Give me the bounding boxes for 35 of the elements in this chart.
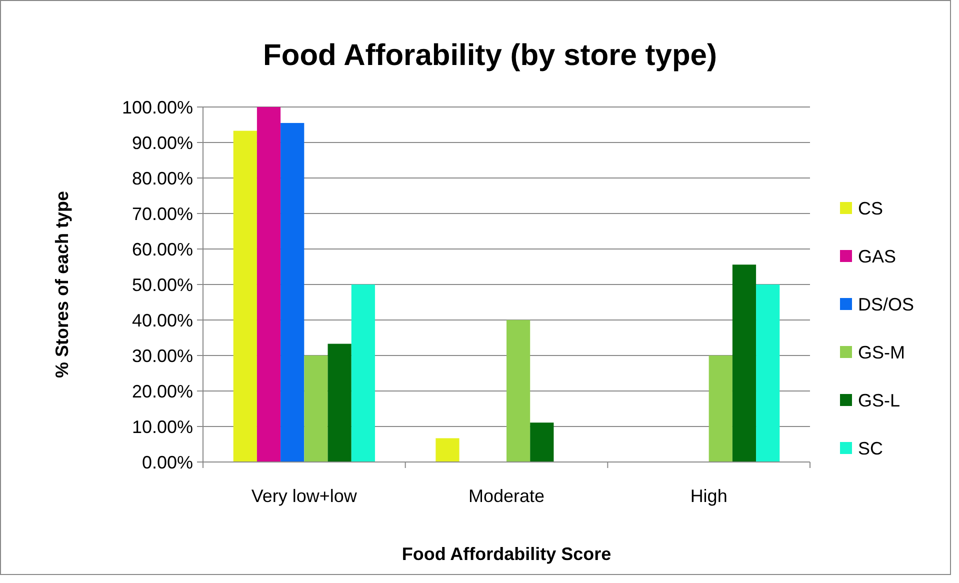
legend-label: GS-M	[858, 342, 905, 362]
bar	[328, 344, 352, 462]
bar	[256, 107, 281, 462]
bar	[732, 264, 756, 462]
y-tick-label: 10.00%	[132, 416, 193, 437]
y-tick-label: 80.00%	[132, 168, 193, 188]
bar	[280, 122, 304, 462]
y-tick-label: 60.00%	[132, 239, 193, 260]
x-tick-label: Very low+low	[251, 486, 358, 506]
bar	[506, 320, 530, 462]
y-tick-label: 90.00%	[132, 132, 193, 153]
legend-label: SC	[858, 438, 884, 458]
x-tick-label: Moderate	[468, 486, 545, 506]
x-tick-label: High	[690, 486, 728, 506]
y-tick-label: 50.00%	[132, 274, 193, 295]
bar	[530, 422, 554, 462]
bar	[233, 130, 257, 462]
legend-label: GS-L	[858, 390, 900, 410]
bar	[304, 356, 328, 462]
legend-label: CS	[858, 198, 884, 218]
y-tick-label: 30.00%	[132, 346, 193, 366]
y-tick-label: 70.00%	[132, 204, 193, 224]
legend-label: GAS	[858, 246, 896, 266]
chart-title: Food Afforability (by store type)	[263, 39, 717, 72]
bar	[708, 356, 732, 462]
bar	[756, 284, 780, 462]
x-axis-title: Food Affordability Score	[402, 544, 612, 564]
bar	[436, 438, 460, 462]
y-axis-title: % Stores of each type	[52, 190, 72, 378]
legend-label: DS/OS	[858, 294, 914, 314]
y-tick-label: 100.00%	[122, 97, 193, 118]
y-tick-label: 0.00%	[142, 452, 193, 472]
bar	[351, 284, 375, 462]
y-tick-label: 20.00%	[132, 381, 193, 402]
y-tick-label: 40.00%	[132, 310, 193, 330]
